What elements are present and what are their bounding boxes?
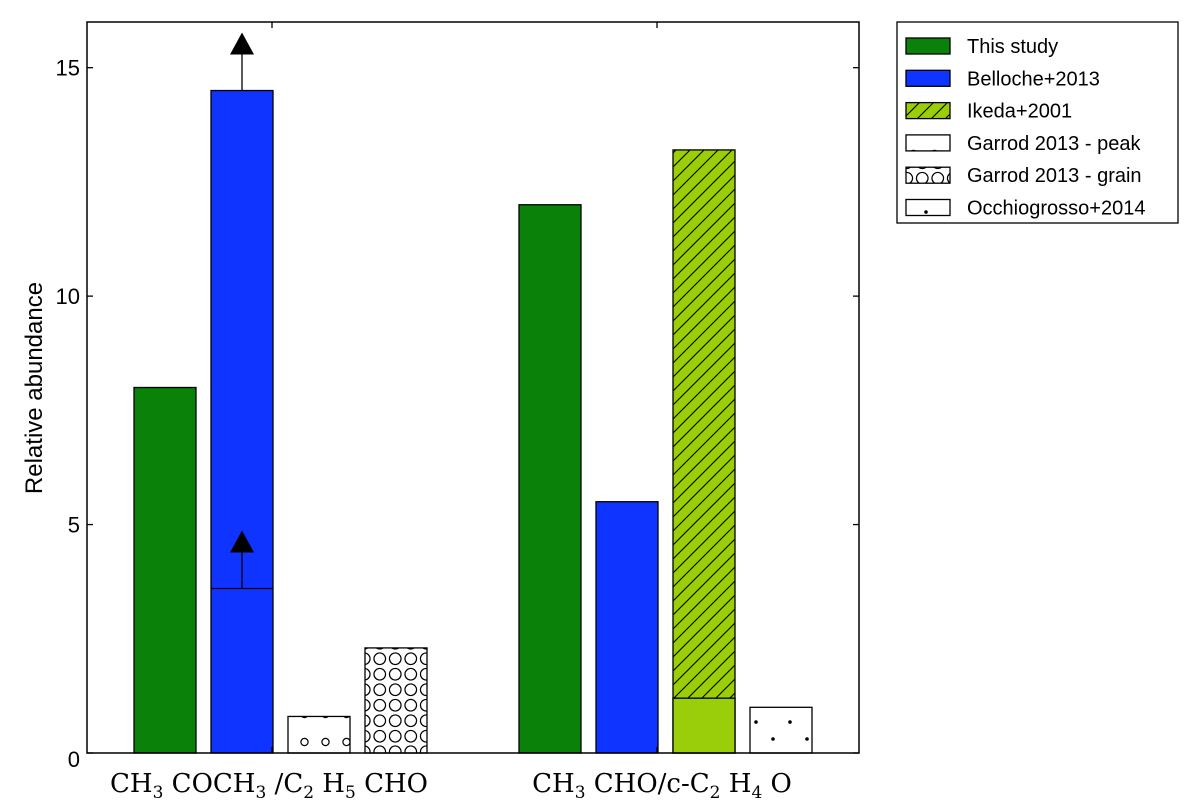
legend-swatch-ikeda-2001	[905, 101, 951, 120]
plot-frame	[86, 21, 860, 754]
legend-swatch-occhiogrosso-2014	[905, 198, 951, 217]
bar-belloche-2013-1	[595, 501, 659, 754]
legend-swatch-garrod-2013-peak	[905, 134, 951, 152]
bar-belloche-2013-0-limit-arrow-1	[230, 530, 254, 553]
legend-label-garrod-2013-peak: Garrod 2013 - peak	[967, 133, 1141, 155]
category-label-1: CH3 CHO/c-C2 H4 O	[532, 769, 792, 803]
bar-garrod-2013-peak-0	[287, 715, 351, 754]
legend-box	[896, 21, 1179, 224]
y-axis-title: Relative abundance	[21, 282, 48, 494]
y-tick-label-5: 5	[68, 513, 80, 538]
legend-swatch-garrod-2013-grain	[905, 166, 951, 184]
legend-swatch-belloche-2013	[905, 69, 951, 87]
legend-label-belloche-2013: Belloche+2013	[967, 68, 1100, 90]
y-tick-label-15: 15	[56, 56, 80, 81]
y-tick-label-0: 0	[68, 747, 80, 772]
y-tick-label-10: 10	[56, 284, 80, 309]
bar-this-study-0	[133, 386, 197, 754]
bar-occhiogrosso-2014-1	[749, 706, 813, 754]
bar-garrod-2013-grain-0	[364, 647, 428, 754]
bar-belloche-2013-0	[210, 89, 274, 754]
bar-ikeda-2001-1-solid-base	[672, 697, 736, 754]
legend-label-occhiogrosso-2014: Occhiogrosso+2014	[967, 198, 1145, 220]
legend-label-ikeda-2001: Ikeda+2001	[967, 101, 1072, 123]
legend-label-garrod-2013-grain: Garrod 2013 - grain	[967, 165, 1142, 187]
category-label-0: CH3 COCH3 /C2 H5 CHO	[110, 769, 428, 803]
bar-ikeda-2001-1	[672, 149, 736, 754]
bar-this-study-1	[518, 204, 582, 754]
legend-label-this-study: This study	[967, 36, 1058, 58]
legend-swatch-this-study	[905, 37, 951, 55]
bar-belloche-2013-0-limit-arrow-0	[230, 32, 254, 55]
